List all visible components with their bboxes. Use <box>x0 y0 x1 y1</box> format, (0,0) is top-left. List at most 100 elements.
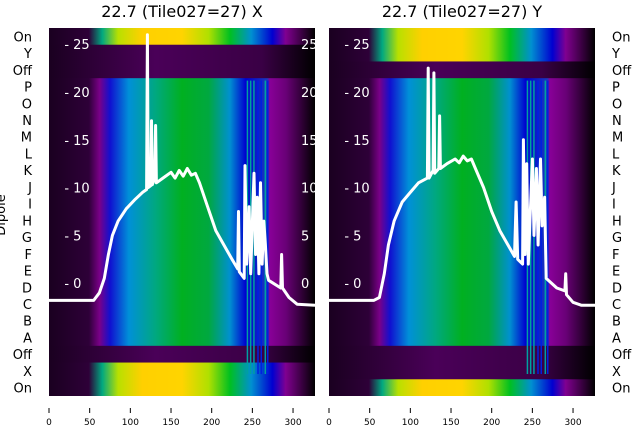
x-tick-label: 0 <box>46 418 52 428</box>
heatmap-row <box>49 44 315 62</box>
panel-x: 22.7 (Tile027=27) X - 0 0 - 5 5 - 10 10 - 15 15 -… <box>13 2 318 428</box>
heatmap-row <box>329 161 595 180</box>
heatmap-row <box>49 345 315 364</box>
heatmap-row <box>49 212 315 230</box>
row-label: D <box>612 281 622 296</box>
heatmap-row <box>329 61 595 79</box>
panel-y: 22.7 (Tile027=27) Y - 0 - 5 - 10 - 15 - 20 - 2… <box>326 2 632 428</box>
row-label: B <box>612 315 621 330</box>
y-tick-label: - 5 <box>64 229 81 244</box>
x-tick-label: 200 <box>483 418 500 428</box>
y-tick-label: 20 <box>301 86 318 101</box>
row-label: N <box>22 114 32 129</box>
row-label: K <box>612 164 621 179</box>
y-tick-label: 5 <box>301 229 309 244</box>
heatmap-row <box>329 78 595 96</box>
row-label: M <box>21 131 32 146</box>
row-label: On <box>14 382 32 397</box>
row-label: J <box>611 181 616 196</box>
row-label: D <box>22 281 32 296</box>
heatmap-row <box>329 278 595 297</box>
row-label: K <box>23 164 32 179</box>
row-label: E <box>24 265 32 280</box>
heatmap-row <box>49 362 315 380</box>
y-tick-label: - 0 <box>64 277 81 292</box>
heatmap-row <box>329 262 595 280</box>
stripe <box>540 80 542 375</box>
heatmap-row <box>329 212 595 230</box>
heatmap-row <box>49 145 315 163</box>
heatmap-row <box>49 312 315 330</box>
spectrum-line <box>329 66 595 307</box>
panel-title: 22.7 (Tile027=27) X <box>101 2 263 21</box>
heatmap-row <box>49 178 315 196</box>
y-tick-label: - 20 <box>64 86 89 101</box>
y-tick-label: - 10 <box>344 182 369 197</box>
heatmap-row <box>329 228 595 246</box>
spectrum-line <box>49 33 315 307</box>
x-tick-label: 100 <box>122 418 139 428</box>
x-tick-label: 100 <box>402 418 419 428</box>
y-tick-label: - 15 <box>64 134 89 149</box>
heatmap-row <box>49 228 315 246</box>
heatmap-row <box>329 362 595 380</box>
y-tick-label: - 0 <box>344 277 361 292</box>
row-label: X <box>612 365 621 380</box>
x-tick-label: 250 <box>524 418 541 428</box>
heatmap-row <box>49 94 315 113</box>
row-label: H <box>612 214 622 229</box>
stripe <box>267 80 269 375</box>
row-label: L <box>25 147 33 162</box>
x-tick-label: 150 <box>442 418 459 428</box>
panel-title: 22.7 (Tile027=27) Y <box>382 2 543 21</box>
y-axis-label: Dipole <box>0 194 9 235</box>
y-tick-label: - 10 <box>64 182 89 197</box>
heatmap-row <box>49 111 315 129</box>
row-label: L <box>612 147 620 162</box>
heatmap-row <box>329 128 595 146</box>
row-label: Off <box>13 64 33 79</box>
y-tick-label: - 20 <box>344 86 369 101</box>
row-label: I <box>612 198 616 213</box>
row-label: A <box>23 331 32 346</box>
x-tick-label: 150 <box>162 418 179 428</box>
y-tick-label: 15 <box>301 134 318 149</box>
heatmap-row <box>49 28 315 46</box>
heatmap-row <box>49 379 315 396</box>
heatmap-row <box>329 245 595 263</box>
heatmap-row <box>329 329 595 347</box>
heatmap-row <box>49 278 315 297</box>
row-label: P <box>24 81 32 96</box>
y-tick-label: - 25 <box>344 38 369 53</box>
heatmap-row <box>329 345 595 364</box>
row-label: Off <box>612 64 632 79</box>
stripe <box>547 80 549 375</box>
row-label: Off <box>612 348 632 363</box>
heatmap-row <box>49 128 315 146</box>
y-tick-label: - 15 <box>344 134 369 149</box>
heatmap-row <box>49 195 315 213</box>
row-label: A <box>612 331 621 346</box>
row-label: M <box>612 131 623 146</box>
row-label: On <box>14 30 32 45</box>
row-label: X <box>23 365 32 380</box>
row-label: Y <box>23 47 32 62</box>
row-label: J <box>27 181 32 196</box>
x-tick-label: 50 <box>364 418 376 428</box>
heatmap-row <box>49 245 315 263</box>
x-tick-label: 50 <box>84 418 96 428</box>
row-label: F <box>25 248 32 263</box>
y-tick-label: - 5 <box>344 229 361 244</box>
heatmap-row <box>49 78 315 96</box>
row-label: On <box>612 30 630 45</box>
y-tick-label: 0 <box>301 277 309 292</box>
x-tick-label: 250 <box>244 418 261 428</box>
heatmap-row <box>49 61 315 79</box>
heatmap-row <box>49 262 315 280</box>
row-label: On <box>612 382 630 397</box>
y-tick-label: 10 <box>301 182 318 197</box>
x-tick-label: 0 <box>326 418 332 428</box>
y-tick-label: - 25 <box>64 38 89 53</box>
row-label: B <box>23 315 32 330</box>
